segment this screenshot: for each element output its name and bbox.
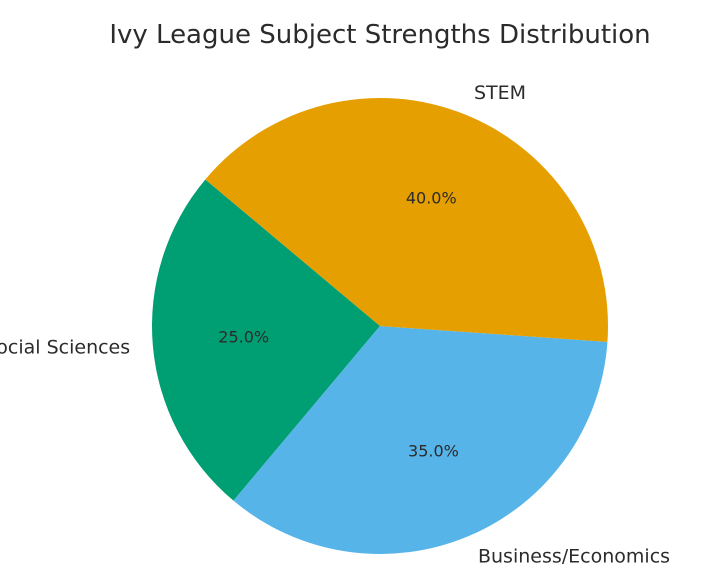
pie-category-label: STEM — [474, 82, 526, 104]
pie-category-label: Humanities/Social Sciences — [0, 336, 130, 358]
pie-slice-business-economics — [233, 326, 608, 554]
pie-slice-humanities-social-sciences — [152, 179, 380, 501]
pie-value-label: 35.0% — [408, 441, 459, 460]
pie-slices — [152, 98, 608, 554]
chart-title: Ivy League Subject Strengths Distributio… — [109, 20, 650, 50]
pie-category-label: Business/Economics — [478, 545, 670, 564]
pie-value-label: 25.0% — [218, 327, 269, 346]
pie-slice-stem — [205, 98, 608, 342]
pie-labels: 25.0% Humanities/Social Sciences 35.0% Busi… — [0, 82, 670, 564]
pie-value-label: 40.0% — [406, 189, 457, 208]
